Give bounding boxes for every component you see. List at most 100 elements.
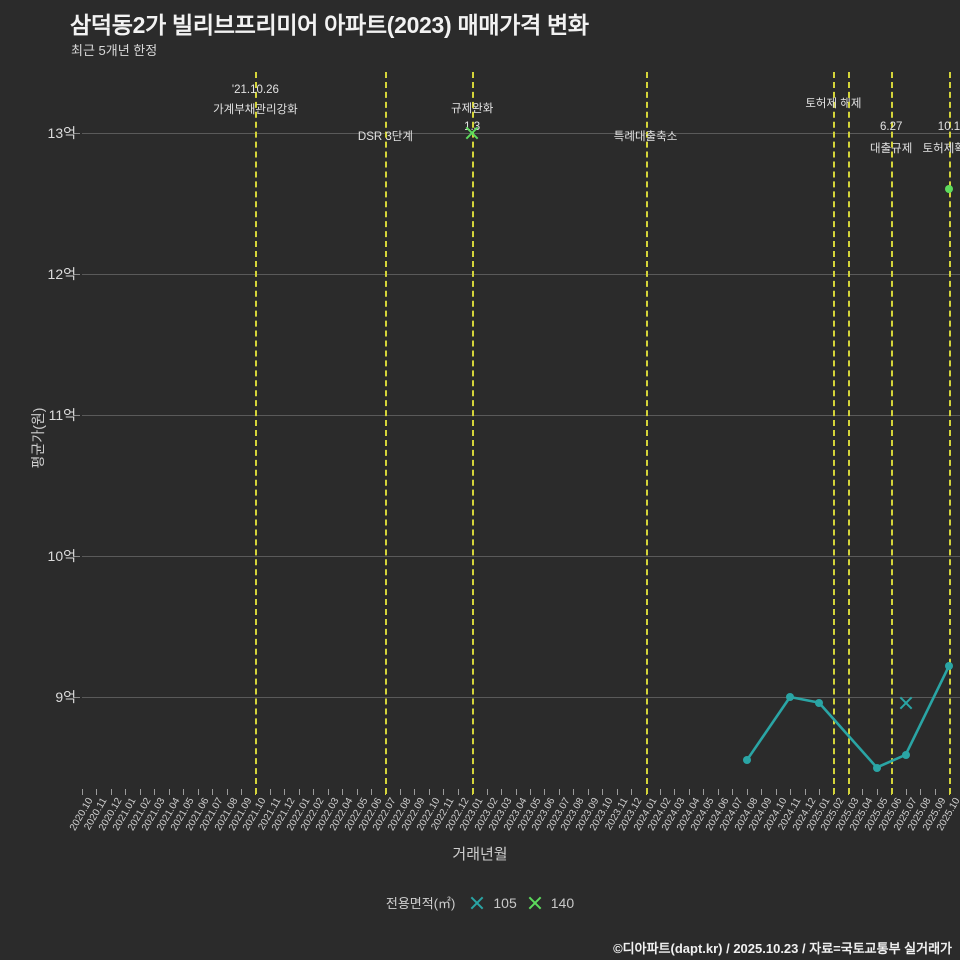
x-axis-tick xyxy=(804,789,806,795)
x-axis-tick xyxy=(139,789,141,795)
legend-item-105[interactable]: 105 xyxy=(468,894,516,912)
gridline xyxy=(82,697,960,698)
x-axis-tick xyxy=(226,789,228,795)
x-axis-tick xyxy=(688,789,690,795)
x-axis-tick xyxy=(342,789,344,795)
legend: 전용면적(㎡) 105 140 xyxy=(0,893,960,912)
y-axis-tick xyxy=(74,415,80,416)
event-marker-line xyxy=(949,72,951,794)
data-point-marker-140[interactable] xyxy=(898,695,914,711)
data-point-105[interactable] xyxy=(901,750,910,759)
data-point-105[interactable] xyxy=(786,693,795,701)
x-axis-tick xyxy=(876,789,878,795)
x-axis-tick xyxy=(847,789,849,795)
x-axis-tick xyxy=(443,789,445,795)
event-name-label: 대출규제 xyxy=(870,143,913,155)
x-axis-tick xyxy=(732,789,734,795)
event-name-label: 토허제확대 xyxy=(922,143,960,155)
event-marker-line xyxy=(891,72,894,794)
x-axis-tick xyxy=(269,789,271,795)
x-axis-tick xyxy=(775,789,777,795)
footer-text: ©디아파트(dapt.kr) / 2025.10.23 / 자료=국토교통부 실… xyxy=(613,940,952,956)
x-axis-tick xyxy=(573,789,575,795)
x-axis-tick xyxy=(833,789,835,795)
x-axis-tick xyxy=(414,789,416,795)
x-axis-tick xyxy=(501,789,503,795)
x-axis-tick xyxy=(905,789,907,795)
data-point-105[interactable] xyxy=(742,756,751,765)
x-axis-tick xyxy=(96,789,98,795)
x-axis-tick xyxy=(891,789,893,795)
event-marker-line xyxy=(847,72,850,794)
legend-label-105: 105 xyxy=(493,894,517,911)
event-name-label: DSR 3단계 xyxy=(357,131,413,143)
x-axis-tick xyxy=(82,789,83,795)
x-axis-tick xyxy=(544,789,546,795)
x-axis-tick xyxy=(298,789,300,795)
data-point-marker-140[interactable] xyxy=(464,125,480,141)
x-axis-tick xyxy=(399,789,401,795)
x-axis-tick xyxy=(818,789,820,795)
event-marker-line xyxy=(255,72,258,794)
event-name-label: 규제완화 xyxy=(450,103,494,115)
x-axis-tick xyxy=(457,789,459,795)
y-axis-tick xyxy=(74,274,80,275)
y-axis-tick-label: 9억 xyxy=(55,689,76,705)
x-axis-tick xyxy=(746,789,748,795)
event-name-label: 토허제 해제 xyxy=(805,98,862,110)
y-axis-tick-label: 10억 xyxy=(47,548,76,564)
y-axis-tick-label: 13억 xyxy=(47,125,76,141)
x-axis-tick xyxy=(616,789,618,795)
legend-item-140[interactable]: 140 xyxy=(526,894,574,912)
x-axis-tick xyxy=(284,789,286,795)
gridline xyxy=(82,556,960,557)
x-axis-tick xyxy=(327,789,329,795)
gridline xyxy=(82,415,960,416)
x-axis-tick xyxy=(371,789,372,795)
x-marker-icon xyxy=(468,894,486,912)
event-marker-line xyxy=(472,72,475,794)
x-axis-tick xyxy=(240,789,242,795)
event-marker-line xyxy=(833,72,836,794)
x-axis-tick xyxy=(255,789,257,795)
x-axis-tick xyxy=(587,789,589,795)
x-axis-tick xyxy=(183,789,185,795)
x-axis-tick xyxy=(110,789,112,795)
x-axis-tick xyxy=(949,789,950,795)
data-point-105[interactable] xyxy=(814,698,823,707)
x-axis-tick xyxy=(472,789,474,795)
x-axis-tick xyxy=(428,789,430,795)
y-axis-tick xyxy=(74,556,80,557)
x-axis-tick xyxy=(168,789,170,795)
x-axis-tick xyxy=(197,789,199,795)
x-axis-tick xyxy=(645,789,647,795)
x-axis-tick xyxy=(761,789,763,795)
event-name-label: 특례대출축소 xyxy=(613,131,678,143)
legend-title: 전용면적(㎡) xyxy=(385,896,456,911)
data-point-105[interactable] xyxy=(945,661,953,670)
x-axis-tick xyxy=(356,789,358,795)
x-axis-tick xyxy=(313,789,315,795)
x-axis-tick xyxy=(515,789,517,795)
data-point-140[interactable] xyxy=(945,185,953,194)
event-date-label: 10.1 xyxy=(937,121,960,133)
x-axis-label: 거래년월 xyxy=(452,846,508,863)
x-axis-tick xyxy=(212,789,214,795)
page-subtitle: 최근 5개년 한정 xyxy=(71,43,158,58)
x-axis-tick xyxy=(920,789,922,795)
event-marker-line xyxy=(385,72,388,794)
x-axis-tick xyxy=(674,789,676,795)
x-axis-tick xyxy=(703,789,705,795)
event-date-label: '21.10.26 xyxy=(231,84,279,96)
x-axis-tick xyxy=(717,789,719,795)
x-axis-tick xyxy=(790,789,792,795)
y-axis-tick xyxy=(74,697,80,698)
x-marker-icon xyxy=(526,894,544,912)
x-axis-tick xyxy=(154,789,156,795)
event-marker-line xyxy=(645,72,648,794)
data-point-105[interactable] xyxy=(872,763,881,772)
footer: ©디아파트(dapt.kr) / 2025.10.23 / 자료=국토교통부 실… xyxy=(0,934,960,960)
x-axis-tick xyxy=(631,789,633,795)
